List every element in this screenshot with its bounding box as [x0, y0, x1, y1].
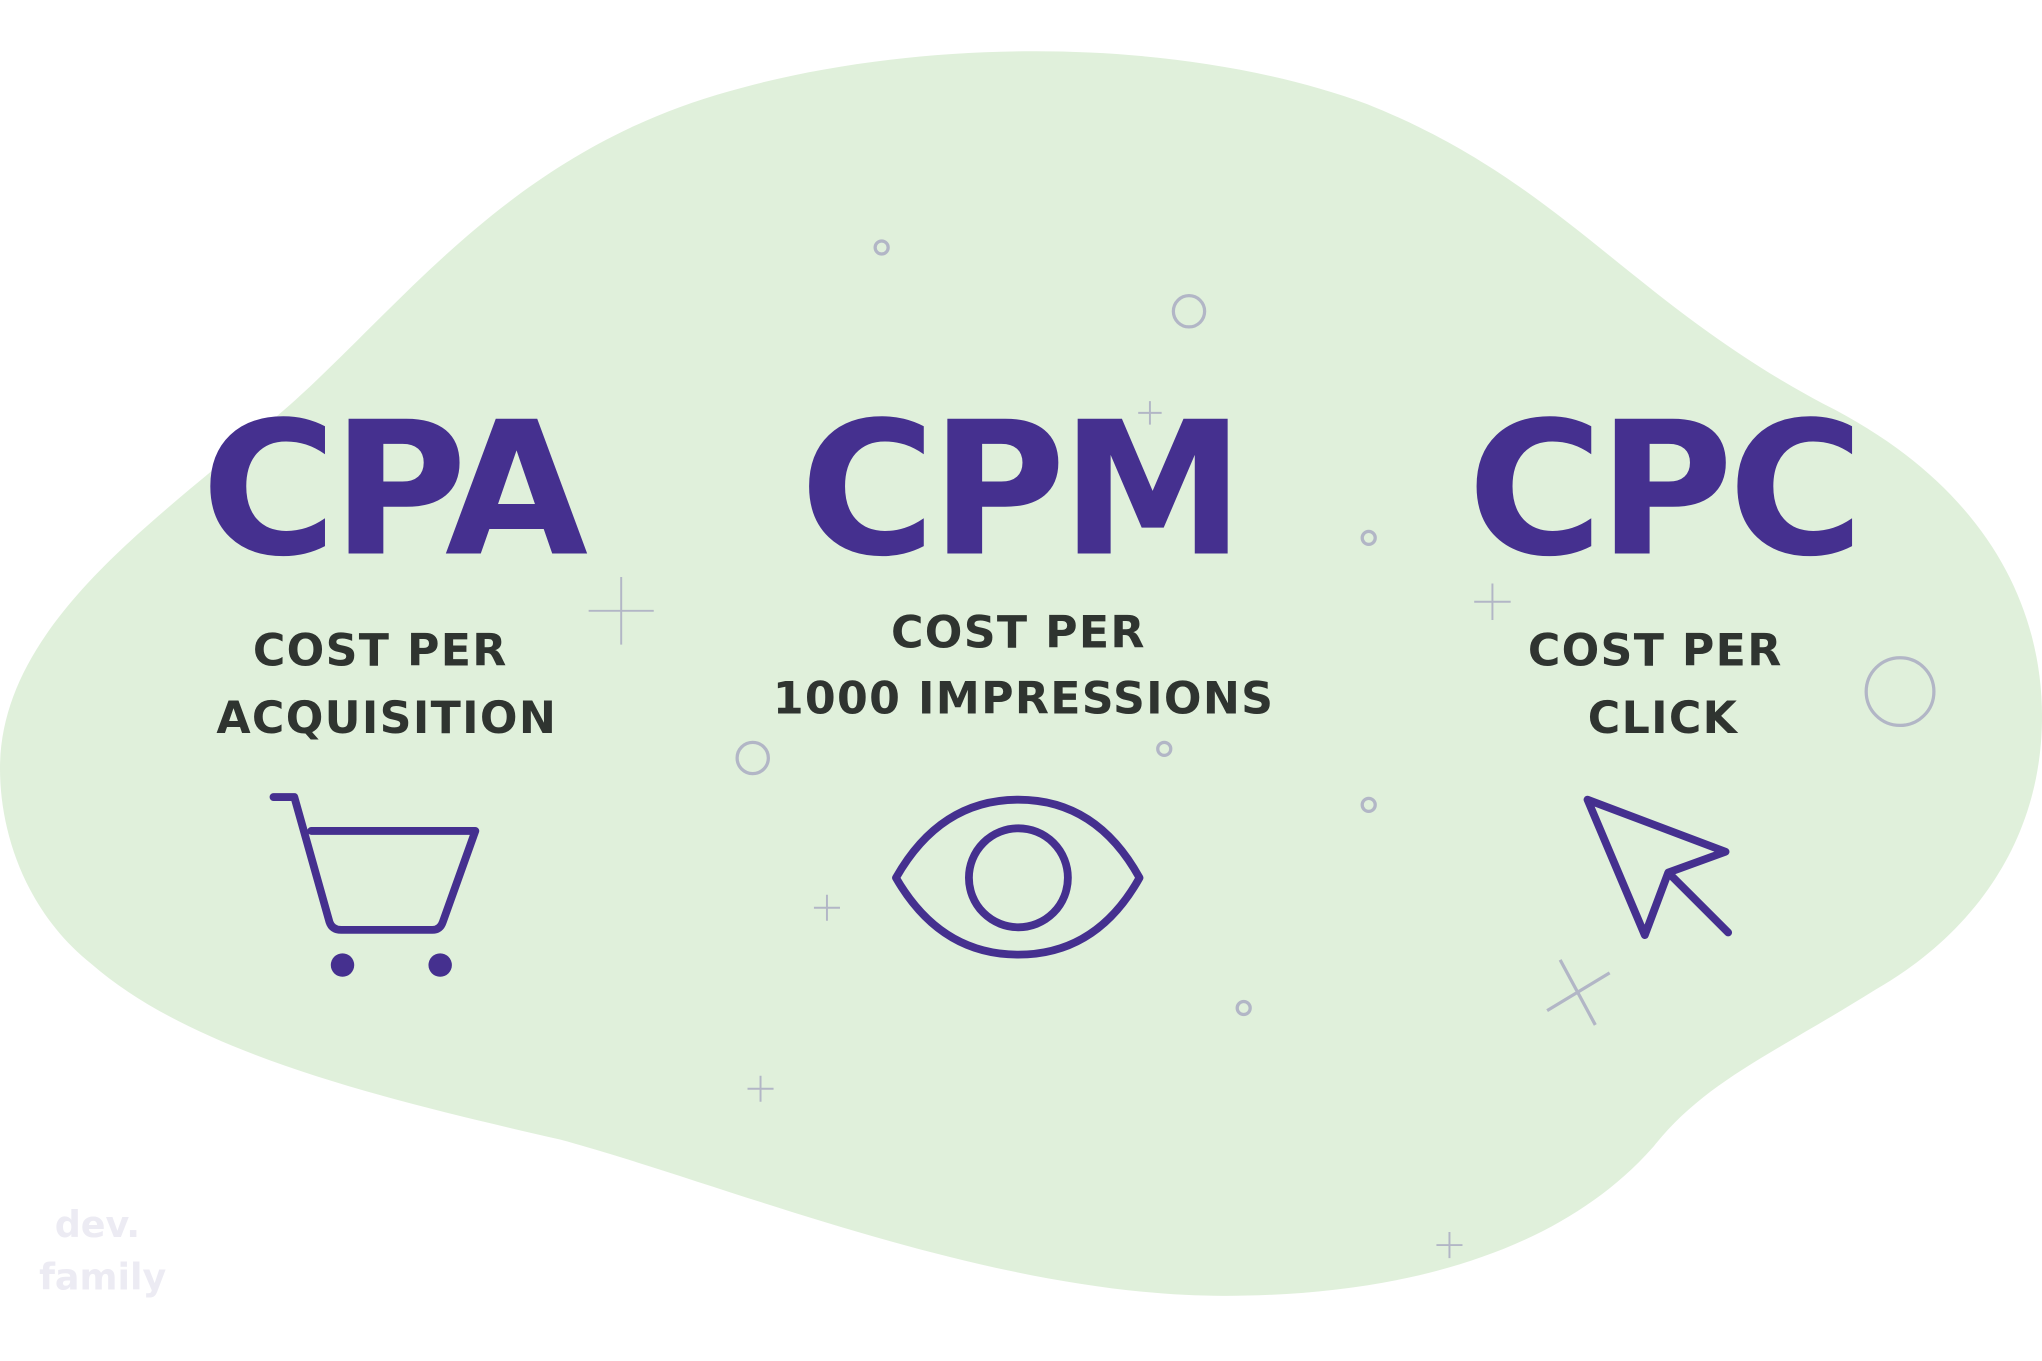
- circle-decoration: [873, 239, 890, 256]
- subtitle-line2: 1000 IMPRESSIONS: [773, 674, 1275, 725]
- shopping-cart-icon: [269, 793, 480, 977]
- subtitle-line1: COST PER: [253, 626, 508, 677]
- plus-decoration: [588, 576, 654, 645]
- card-cpm: CPM COST PER 1000 IMPRESSIONS: [773, 382, 1275, 959]
- circle-decoration: [1235, 999, 1252, 1017]
- card-cpc: CPC COST PER CLICK: [1467, 382, 1864, 940]
- subtitle-line1: COST PER: [1528, 626, 1783, 677]
- acronym-cpa: CPA: [201, 382, 588, 598]
- decorations: [588, 239, 1936, 1259]
- plus-decoration: [813, 894, 840, 921]
- circle-decoration: [1360, 796, 1377, 814]
- subtitle-line2: ACQUISITION: [216, 693, 557, 744]
- circle-decoration: [1864, 656, 1936, 728]
- logo-line2: family: [39, 1255, 166, 1298]
- plus-decoration: [1436, 1232, 1463, 1259]
- logo-line1: dev.: [55, 1203, 140, 1246]
- cross-decoration: [1546, 959, 1611, 1026]
- card-cpa: CPA COST PER ACQUISITION: [201, 382, 593, 977]
- acronym-cpm: CPM: [800, 382, 1240, 598]
- subtitle-line1: COST PER: [891, 607, 1146, 658]
- subtitle-line2: CLICK: [1588, 693, 1739, 744]
- circle-decoration: [1156, 740, 1173, 758]
- plus-decoration: [1138, 401, 1162, 425]
- circle-decoration: [735, 740, 770, 776]
- cursor-arrow-icon: [1583, 795, 1733, 940]
- plus-decoration: [1474, 583, 1511, 620]
- dev-family-logo: dev. family: [39, 1203, 166, 1298]
- eye-icon: [892, 795, 1144, 959]
- acronym-cpc: CPC: [1467, 382, 1858, 598]
- background-blob: [0, 51, 2042, 1296]
- plus-decoration: [747, 1075, 774, 1102]
- circle-decoration: [1171, 294, 1207, 329]
- circle-decoration: [1360, 529, 1377, 547]
